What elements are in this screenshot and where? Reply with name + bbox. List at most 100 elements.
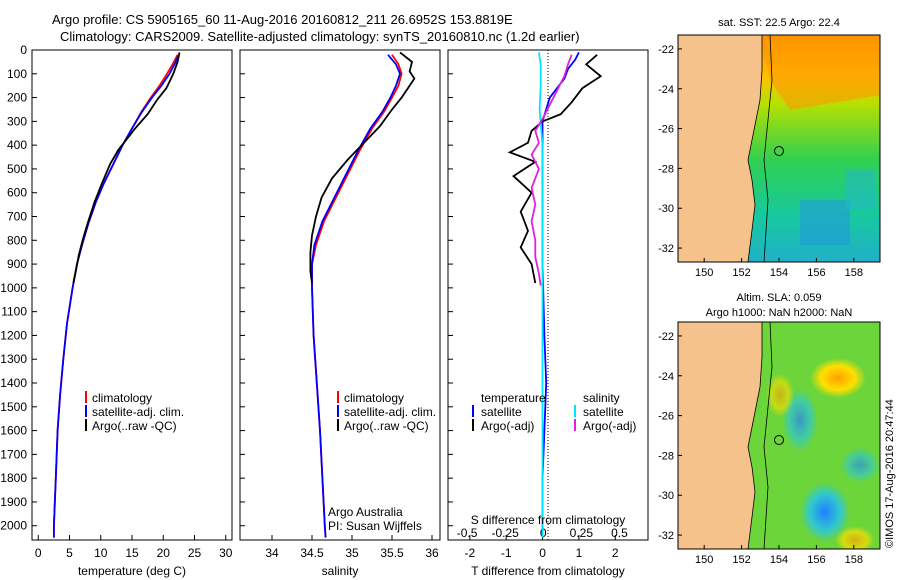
legend-label-s-satellite: satellite bbox=[583, 405, 624, 419]
legend-label-argo: Argo(..raw -QC) bbox=[344, 419, 429, 433]
depth-tick-label: 1700 bbox=[0, 447, 27, 461]
x-tick-label: 30 bbox=[219, 546, 233, 560]
x-tick-label: -1 bbox=[501, 546, 512, 560]
series-line-climatology bbox=[53, 54, 179, 538]
x-tick-label: 2 bbox=[612, 546, 619, 560]
series-line-argo-raw-qc- bbox=[309, 51, 416, 284]
difference-chart: -2 -1 0 1 2-0.5 -0.25 0 0.25 0.5 bbox=[457, 51, 628, 560]
land-mass bbox=[678, 35, 763, 262]
lon-tick-label: 152 bbox=[732, 554, 750, 566]
salinity-axis-label: salinity bbox=[322, 564, 359, 578]
sst-warm-current bbox=[760, 35, 880, 110]
depth-tick-label: 1600 bbox=[0, 424, 27, 438]
salinity-plot-frame bbox=[239, 49, 441, 541]
lon-tick-label: 152 bbox=[732, 267, 750, 279]
title-line-2: Climatology: CARS2009. Satellite-adjuste… bbox=[60, 29, 580, 44]
temperature-plot-frame bbox=[31, 49, 233, 541]
s-tick-label: -0.25 bbox=[491, 526, 519, 540]
x-tick-label: 34.5 bbox=[300, 546, 324, 560]
x-tick-label: -2 bbox=[464, 546, 475, 560]
series-line-satellite-adj-clim- bbox=[53, 54, 180, 538]
sst-map-axes: 150 152 154 156 158 -22 -24 -26 -28 -30 -32 bbox=[658, 44, 863, 279]
depth-tick-label: 600 bbox=[7, 186, 27, 200]
lon-tick-label: 156 bbox=[807, 267, 825, 279]
depth-tick-label: 900 bbox=[7, 257, 27, 271]
lat-tick-label: -22 bbox=[658, 44, 674, 56]
sst-map: sat. SST: 22.5 Argo: 22.4 150 152 154 156 15… bbox=[658, 17, 881, 279]
lon-tick-label: 150 bbox=[695, 554, 713, 566]
sla-map-axes: 150 152 154 156 158 -22 -24 -26 -28 -30 -32 bbox=[658, 331, 863, 566]
depth-tick-label: 500 bbox=[7, 162, 27, 176]
legend-title-salinity: salinity bbox=[583, 391, 620, 405]
lon-tick-label: 156 bbox=[807, 554, 825, 566]
legend-label-t-satellite: satellite bbox=[481, 405, 522, 419]
land-mass bbox=[678, 322, 763, 549]
x-tick-label: 1 bbox=[576, 546, 583, 560]
x-tick-label: 15 bbox=[125, 546, 139, 560]
sla-cold-eddy bbox=[840, 447, 880, 483]
sla-map-subtitle: Argo h1000: NaN h2000: NaN bbox=[706, 307, 853, 319]
lat-tick-label: -22 bbox=[658, 331, 674, 343]
lat-tick-label: -28 bbox=[658, 163, 674, 175]
lat-tick-label: -24 bbox=[658, 371, 674, 383]
x-tick-label: 0 bbox=[539, 546, 546, 560]
sla-map-title: Altim. SLA: 0.059 bbox=[737, 292, 822, 304]
sla-warm-eddy bbox=[810, 358, 866, 398]
legend-label-s-argo: Argo(-adj) bbox=[583, 419, 636, 433]
x-tick-label: 0 bbox=[35, 546, 42, 560]
temperature-chart: 0 5 10 15 20 25 30 bbox=[35, 52, 233, 560]
lat-tick-label: -26 bbox=[658, 124, 674, 136]
legend-label-satellite: satellite-adj. clim. bbox=[92, 405, 184, 419]
legend-label-argo: Argo(..raw -QC) bbox=[92, 419, 177, 433]
depth-tick-label: 1000 bbox=[0, 281, 27, 295]
s-tick-label: 0.25 bbox=[570, 526, 594, 540]
depth-tick-label: 800 bbox=[7, 233, 27, 247]
x-tick-label: 10 bbox=[94, 546, 108, 560]
argo-position-marker bbox=[774, 435, 784, 445]
depth-tick-label: 1400 bbox=[0, 376, 27, 390]
legend-label-t-argo: Argo(-adj) bbox=[481, 419, 534, 433]
depth-tick-label: 400 bbox=[7, 138, 27, 152]
depth-tick-label: 100 bbox=[7, 67, 27, 81]
series-line-argo-raw-qc- bbox=[72, 52, 181, 284]
lat-tick-label: -32 bbox=[658, 530, 674, 542]
lat-tick-label: -26 bbox=[658, 411, 674, 423]
x-tick-label: 35 bbox=[345, 546, 359, 560]
sla-cold-eddy bbox=[800, 482, 850, 542]
lon-tick-label: 158 bbox=[845, 554, 863, 566]
annotation-pi: PI: Susan Wijffels bbox=[328, 519, 422, 533]
lat-tick-label: -32 bbox=[658, 243, 674, 255]
x-tick-label: 25 bbox=[188, 546, 202, 560]
s-tick-label: -0.5 bbox=[457, 526, 478, 540]
x-tick-label: 5 bbox=[66, 546, 73, 560]
depth-tick-label: 1300 bbox=[0, 352, 27, 366]
x-tick-label: 35.5 bbox=[380, 546, 404, 560]
credit-text: ©IMOS 17-Aug-2016 20:47:44 bbox=[884, 399, 896, 548]
lon-tick-label: 158 bbox=[845, 267, 863, 279]
lat-tick-label: -28 bbox=[658, 450, 674, 462]
salinity-chart: 34 34.5 35 35.5 36 bbox=[265, 51, 439, 560]
s-tick-label: 0.5 bbox=[611, 526, 628, 540]
depth-axis: 0 100 200 300 400 500 600 700 800 900 1000 1100 1200… bbox=[0, 43, 453, 533]
lat-tick-label: -24 bbox=[658, 84, 674, 96]
series-line-climatology bbox=[311, 54, 403, 538]
difference-plot-frame bbox=[447, 49, 649, 541]
x-tick-label: 36 bbox=[425, 546, 439, 560]
title-line-1: Argo profile: CS 5905165_60 11-Aug-2016 … bbox=[52, 12, 513, 27]
depth-tick-label: 1900 bbox=[0, 495, 27, 509]
x-tick-label: 20 bbox=[157, 546, 171, 560]
sla-warm-eddy bbox=[766, 373, 794, 417]
series-line-s-satellite bbox=[538, 52, 544, 538]
series-line-t-argo-adj- bbox=[507, 54, 603, 284]
s-difference-axis-label: S difference from climatology bbox=[471, 513, 626, 527]
depth-tick-label: 2000 bbox=[0, 519, 27, 533]
depth-tick-label: 0 bbox=[20, 43, 27, 57]
series-line-satellite-adj-clim- bbox=[311, 54, 401, 538]
sst-cool-patch bbox=[845, 170, 875, 210]
depth-tick-label: 200 bbox=[7, 91, 27, 105]
sst-map-title: sat. SST: 22.5 Argo: 22.4 bbox=[718, 17, 840, 29]
sla-warm-eddy bbox=[835, 526, 875, 549]
sst-cool-patch bbox=[800, 200, 850, 245]
legend-label-climatology: climatology bbox=[344, 391, 404, 405]
